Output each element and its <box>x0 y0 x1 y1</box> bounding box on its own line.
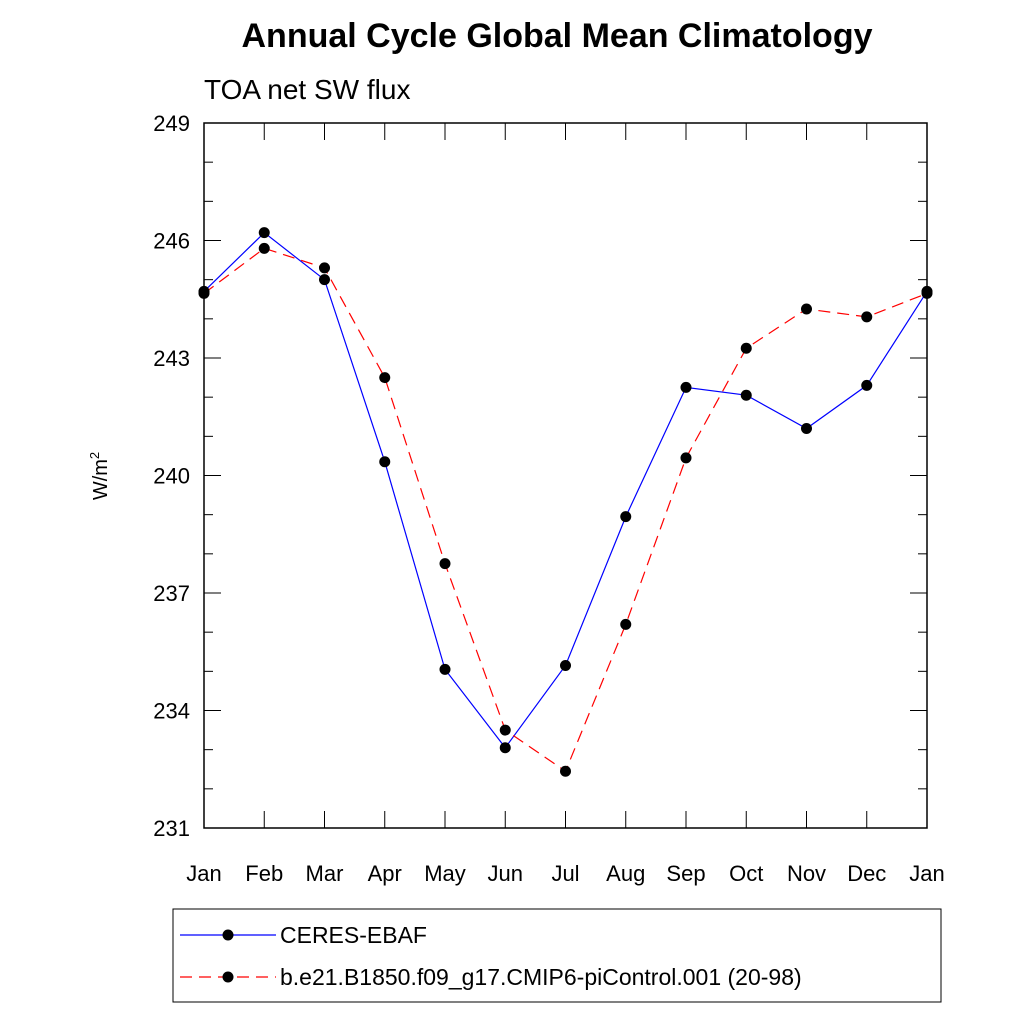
series-0-point <box>620 511 632 523</box>
series-1-point <box>740 342 752 354</box>
legend-box <box>172 908 942 1003</box>
y-tick-label: 237 <box>153 581 190 606</box>
y-tick-labels: 231 234 237 240 243 246 249 <box>153 111 190 841</box>
series-1-point <box>319 262 330 274</box>
series-1-point <box>258 242 270 254</box>
y-tick-label: 243 <box>153 346 190 371</box>
chart-title: Annual Cycle Global Mean Climatology <box>242 17 873 55</box>
x-tick-label: Aug <box>606 861 645 886</box>
series-0-point <box>740 389 752 401</box>
y-tick-label: 234 <box>153 699 190 724</box>
series-0-point <box>680 381 692 393</box>
x-tick-label: Jan <box>909 861 944 886</box>
series-1-point <box>801 303 812 315</box>
chart-subtitle: TOA net SW flux <box>204 74 410 105</box>
series-1-point <box>620 618 632 630</box>
series-0-point <box>861 379 873 391</box>
series-1-point <box>499 724 511 736</box>
y-axis-label: W/m2 <box>87 452 112 500</box>
svg-text:W/m2: W/m2 <box>87 452 112 500</box>
y-tick-label: 231 <box>153 816 190 841</box>
x-tick-label: Apr <box>368 861 402 886</box>
series-1-point <box>439 558 451 570</box>
series-0-point <box>379 456 391 468</box>
x-tick-label: Jul <box>551 861 579 886</box>
x-tick-label: Jun <box>488 861 523 886</box>
series-0-point <box>801 423 812 434</box>
series-1-point <box>560 765 571 777</box>
plot-frame <box>203 122 928 829</box>
y-tick-label: 240 <box>153 464 190 489</box>
legend: CERES-EBAF b.e21.B1850.f09_g17.CMIP6-piC… <box>172 908 942 1003</box>
series-0-point <box>319 274 330 286</box>
x-tick-label: May <box>424 861 466 886</box>
y-tick-label: 249 <box>153 111 190 136</box>
series-1-point <box>680 452 692 464</box>
x-tick-label: Sep <box>666 861 705 886</box>
x-tick-label: Feb <box>245 861 283 886</box>
x-tick-label: Dec <box>847 861 886 886</box>
series-layer <box>198 227 933 777</box>
series-0-point <box>499 742 511 754</box>
series-line-1 <box>203 247 928 773</box>
x-tick-label: Mar <box>306 861 344 886</box>
legend-label-model: b.e21.B1850.f09_g17.CMIP6-piControl.001 … <box>280 964 802 990</box>
x-tick-labels: Jan Feb Mar Apr May Jun Jul Aug Sep Oct Nov Dec Jan <box>186 861 944 886</box>
series-1-point <box>861 311 873 323</box>
series-0-point <box>439 663 451 675</box>
series-1-point <box>379 372 391 384</box>
y-tick-label: 246 <box>153 229 190 254</box>
x-tick-label: Nov <box>787 861 826 886</box>
x-tick-label: Jan <box>186 861 221 886</box>
legend-label-ceres: CERES-EBAF <box>280 922 427 948</box>
series-0-point <box>258 227 270 239</box>
x-tick-label: Oct <box>729 861 763 886</box>
series-0-point <box>560 659 571 671</box>
legend-marker-model <box>222 971 234 983</box>
tick-marks <box>203 122 928 829</box>
legend-marker-ceres <box>222 929 234 941</box>
